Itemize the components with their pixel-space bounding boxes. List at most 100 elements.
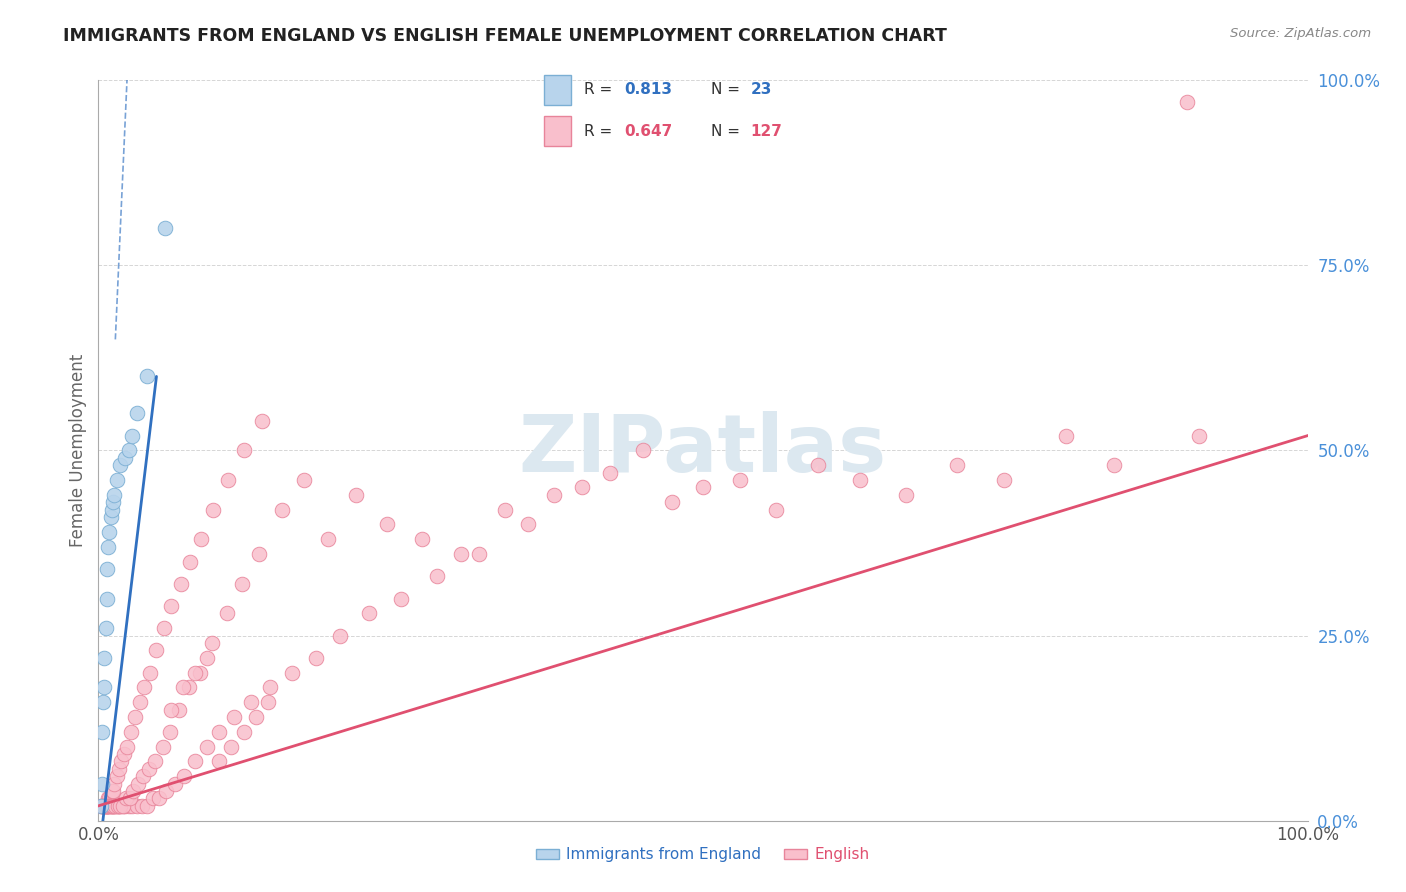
Point xyxy=(131,798,153,813)
Point xyxy=(101,798,124,813)
Point xyxy=(97,540,120,554)
Point xyxy=(118,443,141,458)
Point xyxy=(93,798,115,813)
Point xyxy=(631,443,654,458)
Point xyxy=(135,798,157,813)
Point xyxy=(118,798,141,813)
Point xyxy=(245,710,267,724)
Text: 127: 127 xyxy=(751,124,783,139)
Point xyxy=(91,798,114,813)
Point xyxy=(111,798,134,813)
Point xyxy=(543,488,565,502)
Point xyxy=(411,533,433,547)
Point xyxy=(155,784,177,798)
Text: R =: R = xyxy=(583,124,617,139)
Point xyxy=(849,473,872,487)
Point xyxy=(91,724,114,739)
Point xyxy=(201,636,224,650)
Point xyxy=(894,488,917,502)
Point xyxy=(807,458,830,473)
Point xyxy=(163,776,186,791)
Point xyxy=(143,755,166,769)
Point xyxy=(292,473,315,487)
Point xyxy=(215,607,238,621)
Point xyxy=(195,650,218,665)
Point xyxy=(1054,428,1077,442)
Point xyxy=(169,703,191,717)
Point xyxy=(202,502,225,516)
Point xyxy=(120,724,142,739)
Point xyxy=(259,681,281,695)
Point xyxy=(105,473,128,487)
Point xyxy=(96,798,118,813)
Point xyxy=(247,547,270,561)
Point xyxy=(100,798,122,813)
Point xyxy=(103,776,125,791)
Point xyxy=(152,621,174,635)
Point xyxy=(100,784,122,798)
Point xyxy=(103,488,125,502)
Point xyxy=(281,665,304,680)
Point xyxy=(221,739,243,754)
Point xyxy=(97,798,120,813)
Point xyxy=(101,798,124,813)
Point xyxy=(571,480,593,494)
Point xyxy=(105,769,128,783)
Point xyxy=(195,739,218,754)
Legend: Immigrants from England, English: Immigrants from England, English xyxy=(530,841,876,869)
Point xyxy=(127,798,149,813)
Point xyxy=(90,798,112,813)
Text: ZIPatlas: ZIPatlas xyxy=(519,411,887,490)
Point xyxy=(179,555,201,569)
Point xyxy=(110,755,132,769)
Point xyxy=(160,703,183,717)
Point xyxy=(108,458,131,473)
Point xyxy=(344,488,367,502)
Point xyxy=(765,502,787,516)
Point xyxy=(256,695,278,709)
Point xyxy=(91,695,114,709)
Point xyxy=(316,533,339,547)
Point xyxy=(100,798,122,813)
Point xyxy=(108,798,131,813)
Point xyxy=(107,798,129,813)
Point xyxy=(121,798,143,813)
Point xyxy=(148,791,170,805)
Point xyxy=(91,776,114,791)
Point xyxy=(599,466,621,480)
Point xyxy=(103,798,125,813)
Point xyxy=(112,747,135,761)
Point xyxy=(90,798,112,813)
Text: N =: N = xyxy=(710,124,744,139)
Point xyxy=(124,710,146,724)
Point xyxy=(93,798,115,813)
Point xyxy=(172,681,194,695)
Point xyxy=(98,524,121,539)
Point xyxy=(1102,458,1125,473)
Point xyxy=(217,473,239,487)
Point xyxy=(93,681,115,695)
Point xyxy=(142,791,165,805)
Text: Source: ZipAtlas.com: Source: ZipAtlas.com xyxy=(1230,27,1371,40)
Point xyxy=(101,784,124,798)
Point xyxy=(100,502,122,516)
Point xyxy=(138,762,160,776)
Point xyxy=(108,762,131,776)
Point xyxy=(111,798,134,813)
Point xyxy=(96,798,118,813)
Point xyxy=(94,798,117,813)
Point xyxy=(98,791,121,805)
Point xyxy=(114,798,136,813)
Point xyxy=(98,798,121,813)
Point xyxy=(188,665,211,680)
Point xyxy=(104,798,127,813)
FancyBboxPatch shape xyxy=(544,76,571,105)
Point xyxy=(222,710,245,724)
Point xyxy=(730,473,752,487)
Point xyxy=(145,643,167,657)
Point xyxy=(91,798,114,813)
Point xyxy=(98,798,121,813)
Point xyxy=(96,798,118,813)
Point xyxy=(450,547,472,561)
Point xyxy=(128,695,150,709)
